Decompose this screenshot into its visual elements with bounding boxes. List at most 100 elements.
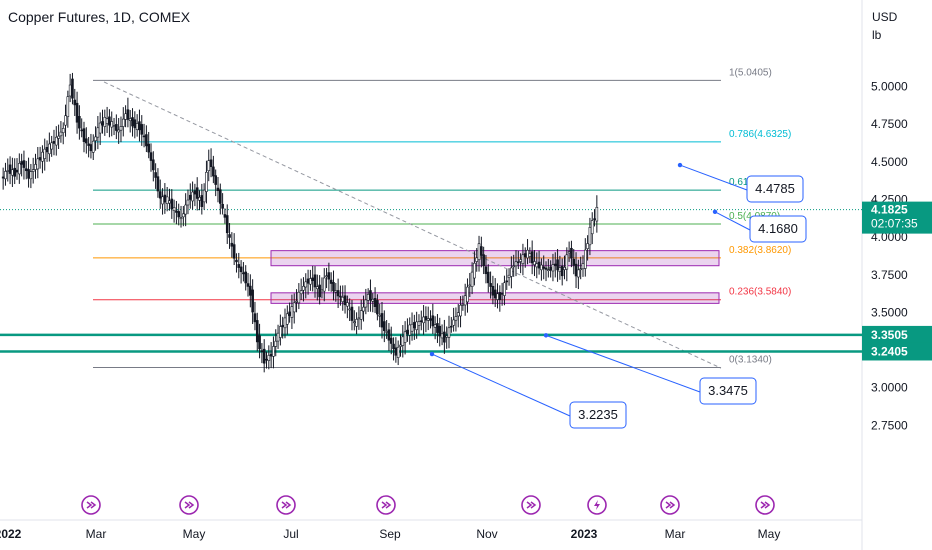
candle-body bbox=[179, 217, 183, 220]
candle-body bbox=[320, 289, 324, 292]
candle-body bbox=[348, 308, 351, 311]
candle-body bbox=[269, 353, 273, 357]
x-tick-label: Jul bbox=[283, 527, 298, 541]
candle-body bbox=[249, 285, 252, 296]
candle-body bbox=[108, 116, 111, 126]
candle-body bbox=[272, 346, 275, 357]
candle-body bbox=[126, 109, 130, 120]
candle-body bbox=[489, 283, 492, 287]
candle-body bbox=[517, 261, 520, 264]
candle-body bbox=[184, 204, 187, 215]
candle-body bbox=[50, 142, 53, 150]
candle-body bbox=[253, 313, 257, 323]
currency-unit: USD bbox=[872, 10, 898, 24]
y-tick-label: 3.0000 bbox=[871, 381, 908, 395]
candle-body bbox=[579, 268, 582, 271]
candle-body bbox=[547, 269, 550, 271]
y-tick-label: 4.7500 bbox=[871, 117, 908, 131]
candle-body bbox=[339, 295, 342, 298]
lightning-glyph bbox=[594, 500, 600, 510]
candle-body bbox=[117, 129, 120, 133]
candle-body bbox=[71, 78, 74, 99]
fast-forward-glyph bbox=[526, 501, 537, 509]
candle-body bbox=[459, 304, 462, 317]
candle-body bbox=[551, 264, 555, 272]
fib-level-label: 0.236(3.5840) bbox=[729, 287, 791, 298]
candle-body bbox=[306, 278, 310, 284]
candle-body bbox=[341, 296, 345, 302]
candle-body bbox=[41, 151, 44, 162]
candle-body bbox=[262, 348, 266, 364]
candle-body bbox=[493, 289, 497, 299]
candle-body bbox=[258, 335, 261, 350]
candle-body bbox=[438, 325, 442, 337]
price-level-badge bbox=[862, 325, 932, 344]
fib-level-label: 0.382(3.8620) bbox=[729, 245, 791, 256]
candle-body bbox=[149, 152, 153, 161]
candle-body bbox=[553, 263, 557, 266]
candle-body bbox=[355, 319, 358, 327]
candle-body bbox=[574, 263, 578, 277]
candle-body bbox=[292, 302, 296, 313]
candle-body bbox=[533, 261, 536, 266]
candle-body bbox=[94, 136, 97, 141]
candle-body bbox=[313, 274, 317, 288]
candle-body bbox=[255, 320, 259, 343]
candle-body bbox=[454, 316, 458, 321]
candle-body bbox=[334, 290, 338, 293]
candle-body bbox=[36, 158, 40, 170]
candle-body bbox=[480, 246, 483, 256]
candle-body bbox=[43, 148, 47, 159]
candle-body bbox=[138, 121, 141, 131]
candle-body bbox=[177, 211, 181, 218]
candle-body bbox=[581, 263, 585, 270]
current-price-badge bbox=[862, 201, 932, 234]
candle-body bbox=[216, 187, 220, 192]
candle-body bbox=[145, 134, 148, 147]
candle-body bbox=[78, 116, 81, 129]
candle-body bbox=[380, 313, 384, 328]
candle-body bbox=[158, 191, 162, 199]
candle-body bbox=[452, 319, 455, 326]
candle-body bbox=[336, 290, 340, 297]
candle-body bbox=[413, 322, 416, 329]
candle-body bbox=[188, 194, 192, 200]
candle-body bbox=[316, 286, 319, 290]
candle-body bbox=[378, 314, 381, 317]
candle-body bbox=[309, 278, 312, 285]
candle-body bbox=[15, 169, 19, 173]
candle-body bbox=[8, 164, 12, 174]
currency-label: USD lb bbox=[872, 8, 897, 44]
candle-body bbox=[406, 329, 409, 334]
candle-body bbox=[96, 127, 100, 138]
candle-body bbox=[140, 124, 144, 135]
candle-body bbox=[85, 138, 88, 144]
candle-body bbox=[466, 286, 469, 303]
candle-body bbox=[362, 306, 365, 312]
candle-body bbox=[507, 274, 511, 278]
callout-label: 4.1680 bbox=[758, 221, 798, 236]
candle-body bbox=[235, 259, 238, 263]
candle-body bbox=[219, 189, 222, 204]
candle-body bbox=[128, 118, 132, 121]
candle-body bbox=[570, 247, 573, 259]
candle-body bbox=[103, 116, 107, 127]
candle-body bbox=[209, 159, 213, 168]
candle-body bbox=[318, 284, 321, 298]
candle-body bbox=[359, 310, 363, 320]
candle-body bbox=[540, 264, 543, 271]
candle-body bbox=[565, 254, 569, 270]
candle-body bbox=[475, 257, 479, 262]
candle-body bbox=[408, 324, 412, 336]
fast-forward-glyph bbox=[184, 501, 195, 509]
candle-body bbox=[297, 291, 301, 304]
candle-body bbox=[322, 277, 326, 292]
candle-body bbox=[332, 282, 335, 292]
candle-body bbox=[131, 117, 134, 127]
candle-body bbox=[445, 335, 448, 338]
candle-body bbox=[514, 261, 518, 267]
candle-body bbox=[352, 321, 356, 324]
candle-body bbox=[48, 143, 51, 155]
candle-body bbox=[279, 326, 282, 338]
